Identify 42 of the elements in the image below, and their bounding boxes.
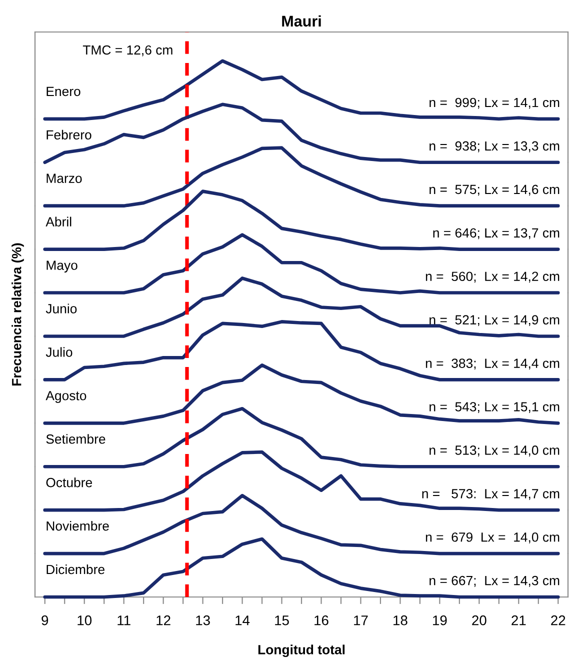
annotation: Abril xyxy=(46,216,72,226)
y-axis-title: Frecuencia relativa (%) xyxy=(12,243,24,386)
x-tick-label: 12 xyxy=(156,615,170,626)
annotation: n = 575; Lx = 14,6 cm xyxy=(430,184,560,196)
annotation: n = 521; Lx = 14,9 cm xyxy=(430,315,560,326)
x-tick-label: 11 xyxy=(118,616,130,626)
x-tick-label: 21 xyxy=(512,615,526,626)
annotation: Marzo xyxy=(46,174,82,183)
annotation: n = 543; Lx = 15,1 cm xyxy=(430,402,560,413)
x-tick-label: 10 xyxy=(78,615,92,626)
annotation: Noviembre xyxy=(46,521,109,531)
annotation: n = 383; Lx = 14,4 cm xyxy=(426,358,560,370)
annotation: n = 513; Lx = 14,0 cm xyxy=(430,446,560,456)
annotation: Enero xyxy=(46,86,80,96)
annotation: n = 679 Lx = 14,0 cm xyxy=(426,532,560,544)
x-tick-label: 17 xyxy=(354,616,368,626)
annotation: Julio xyxy=(46,347,72,357)
annotation: Agosto xyxy=(46,391,86,403)
annotation: Mayo xyxy=(46,260,78,273)
x-tick-label: 9 xyxy=(42,615,48,626)
x-tick-label: 13 xyxy=(196,615,210,626)
annotation: n = 938; Lx = 13,3 cm xyxy=(430,141,560,152)
x-tick-label: 19 xyxy=(433,615,447,626)
annotation: n = 667; Lx = 14,3 cm xyxy=(430,576,560,587)
annotation: n = 646; Lx = 13,7 cm xyxy=(433,228,560,240)
annotation: n = 999; Lx = 14,1 cm xyxy=(430,98,560,109)
chart-title: Mauri xyxy=(282,15,321,27)
annotation: Octubre xyxy=(46,478,92,488)
ref-line-label: TMC = 12,6 cm xyxy=(82,45,172,56)
annotation: Febrero xyxy=(46,130,92,140)
annotation: Setiembre xyxy=(46,434,106,444)
x-tick-label: 18 xyxy=(394,615,408,626)
x-axis-title: Longitud total xyxy=(258,644,345,658)
annotation: Junio xyxy=(46,304,77,314)
annotation: Diciembre xyxy=(46,564,104,574)
annotation: n = 560; Lx = 14,2 cm xyxy=(426,272,560,283)
x-tick-label: 15 xyxy=(275,616,289,626)
x-tick-label: 14 xyxy=(236,616,250,626)
annotation: n = 573: Lx = 14,7 cm xyxy=(422,489,560,500)
x-tick-label: 22 xyxy=(551,615,566,626)
x-tick-label: 16 xyxy=(314,615,328,626)
x-tick-label: 20 xyxy=(472,615,486,626)
